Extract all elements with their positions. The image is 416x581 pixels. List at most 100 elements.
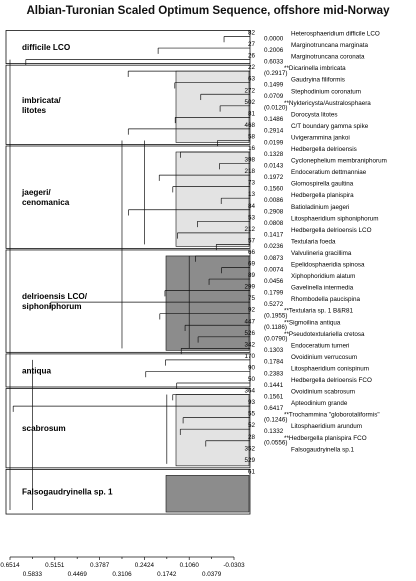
event-id: 50 — [248, 376, 256, 383]
distance-value: 0.6033 — [264, 58, 284, 65]
cluster-shade — [165, 255, 250, 351]
event-id: 57 — [248, 237, 256, 244]
event-id: 16 — [248, 145, 256, 152]
zone-label: jaegeri/ — [21, 188, 51, 197]
distance-value: 0.1560 — [264, 185, 284, 192]
species-name: Epelidosphaeridia spinosa — [291, 262, 365, 269]
event-id: 58 — [248, 133, 256, 140]
cluster-shade — [175, 394, 250, 467]
distance-value: 0.0199 — [264, 139, 284, 146]
event-id: 22 — [248, 64, 256, 71]
species-name: Endoceratium turneri — [291, 342, 349, 349]
distance-value: 0.1972 — [264, 174, 284, 181]
event-id: 447 — [244, 318, 255, 325]
distance-value: (0.0120) — [264, 105, 287, 112]
species-name: Litosphaeridium conispinum — [291, 365, 369, 372]
event-id: 82 — [248, 30, 256, 37]
x-tick-label: 0.3106 — [112, 571, 132, 578]
species-name: Valvulineria gracillima — [291, 250, 352, 257]
event-id: 218 — [244, 168, 255, 175]
event-id: 26 — [248, 53, 256, 60]
zone-label: difficile LCO — [22, 43, 71, 52]
distance-value: 0.0236 — [264, 243, 284, 250]
species-name: Hedbergella delrioensis — [291, 146, 357, 153]
species-name: C/T boundary gamma spike — [291, 123, 369, 130]
distance-value: (0.1955) — [264, 313, 287, 320]
zone-label: litotes — [22, 106, 47, 115]
cluster-shade — [175, 70, 250, 143]
zone-label: Falsogaudryinella sp. 1 — [22, 488, 113, 497]
distance-value: (0.1246) — [264, 416, 287, 423]
event-id: 52 — [248, 422, 256, 429]
distance-value: 0.2908 — [264, 209, 284, 216]
event-id: 66 — [248, 249, 256, 256]
event-id: 81 — [248, 110, 256, 117]
event-id: 93 — [248, 399, 256, 406]
distance-value: 0.0873 — [264, 255, 284, 262]
event-id: 28 — [248, 434, 256, 441]
event-id: 53 — [248, 214, 256, 221]
zone-label: imbricata/ — [22, 96, 61, 105]
species-name: Cyclonephelium membraniphorum — [291, 158, 387, 165]
distance-value: 0.1332 — [264, 428, 284, 435]
x-tick-label: 0.1742 — [157, 571, 177, 578]
species-name: Marginotruncana coronata — [291, 54, 365, 61]
distance-value: 0.0143 — [264, 162, 284, 169]
species-name: Hedbergella planispira — [291, 192, 354, 199]
zone-label: cenomanica — [22, 198, 70, 207]
event-id: 27 — [248, 41, 256, 48]
species-name: Ovoidinium verrucosum — [291, 354, 357, 361]
species-name: Uvigerammina jankoi — [291, 134, 350, 141]
species-name: **Nyktericysta/Australosphaera — [284, 100, 371, 107]
distance-value: 0.1561 — [264, 393, 284, 400]
distance-value: 0.1303 — [264, 347, 284, 354]
x-axis: 0.6514 0.5151 0.3787 0.2424 0.1060 -0.0303 0.5… — [0, 556, 245, 578]
event-id: 63 — [248, 76, 256, 83]
cluster-shade — [175, 151, 250, 247]
distance-value: 0.2006 — [264, 47, 284, 54]
species-name: **Dicarinella imbricata — [284, 65, 346, 72]
x-tick-label: 0.4469 — [68, 571, 88, 578]
species-name: Hedbergella delrioensis FCO — [291, 377, 372, 384]
x-tick-label: 0.5151 — [45, 562, 65, 569]
distance-value: 0.1417 — [264, 232, 284, 239]
event-id: 299 — [244, 284, 255, 291]
species-name: Rhombodella paucispina — [291, 296, 360, 303]
species-name: Gavelinella intermedia — [291, 285, 354, 292]
species-name: Stephodinium coronatum — [291, 88, 361, 95]
zone-labels: difficile LCO imbricata/litotes jaegeri/ce… — [21, 43, 113, 497]
x-tick-label: 0.6514 — [0, 562, 20, 569]
species-name: Batioladinium jaegeri — [291, 204, 349, 211]
event-id: 364 — [244, 388, 255, 395]
distance-value: 0.1486 — [264, 116, 284, 123]
distance-value: 0.1784 — [264, 359, 284, 366]
event-id: 502 — [244, 99, 255, 106]
zone-label: scabrosum — [22, 424, 66, 433]
distance-value: (0.1186) — [264, 324, 287, 331]
event-id: 90 — [248, 364, 256, 371]
species-name: Xiphophoridium alatum — [291, 273, 355, 280]
species-name: **Pseudotextulariella cretosa — [284, 331, 365, 338]
x-tick-label: -0.0303 — [223, 562, 245, 569]
distance-value: 0.2383 — [264, 370, 284, 377]
distance-value: 0.2914 — [264, 128, 284, 135]
species-name: Endoceratium dettmanniae — [291, 169, 367, 176]
species-name: Glomospirella gaultina — [291, 181, 354, 188]
event-id: 89 — [248, 272, 256, 279]
species-name: Ovoidinium scabrosum — [291, 389, 355, 396]
event-id: 69 — [248, 261, 256, 268]
x-tick-label: 0.5833 — [23, 571, 43, 578]
zone-label: siphoniphorum — [22, 302, 82, 311]
species-name: Falsogaudryinella sp.1 — [291, 446, 355, 453]
species-name: Textularia foeda — [291, 238, 336, 245]
species-name: **Sigmoilina antiqua — [284, 319, 341, 326]
event-id: 13 — [248, 191, 256, 198]
event-id: 526 — [244, 330, 255, 337]
chart-title: Albian-Turonian Scaled Optimum Sequence,… — [26, 4, 390, 17]
event-id: 61 — [248, 468, 256, 475]
event-id: 272 — [244, 87, 255, 94]
species-name: Heterosphaeridium difficile LCO — [291, 31, 380, 38]
event-id: 73 — [248, 180, 256, 187]
zone-label: antiqua — [22, 366, 52, 375]
x-tick-label: 0.1060 — [180, 562, 200, 569]
